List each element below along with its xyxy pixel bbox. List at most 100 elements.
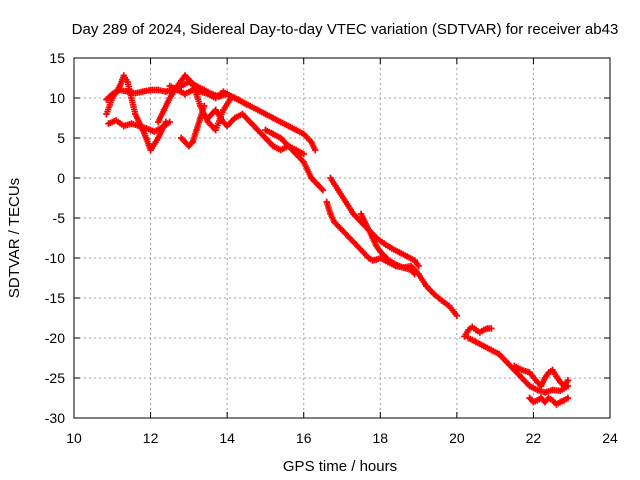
- data-point: [354, 242, 361, 250]
- data-point: [480, 342, 487, 350]
- data-points: [103, 72, 572, 408]
- data-point: [350, 210, 357, 218]
- data-point: [315, 182, 323, 190]
- data-point: [526, 369, 533, 376]
- data-point: [189, 138, 196, 146]
- data-point: [262, 134, 269, 142]
- data-point: [488, 346, 495, 354]
- data-point: [388, 245, 395, 252]
- data-point: [564, 377, 572, 384]
- data-point: [132, 110, 139, 118]
- data-point: [246, 118, 254, 126]
- data-point: [178, 134, 185, 142]
- series-track-j: [327, 174, 422, 270]
- data-point: [262, 126, 269, 134]
- series-marks: [357, 210, 461, 319]
- data-point: [342, 198, 350, 206]
- data-point: [181, 138, 189, 146]
- data-point: [438, 297, 445, 304]
- data-point: [503, 358, 510, 366]
- data-point: [243, 101, 250, 108]
- data-point: [143, 125, 150, 132]
- data-point: [357, 246, 365, 254]
- data-point: [227, 93, 235, 100]
- data-point: [537, 394, 545, 402]
- data-point: [327, 174, 334, 182]
- data-point: [361, 218, 369, 226]
- data-point: [557, 378, 564, 386]
- data-point: [212, 106, 219, 114]
- data-point: [346, 234, 353, 242]
- x-axis-label: GPS time / hours: [283, 458, 397, 475]
- data-point: [189, 86, 196, 94]
- y-tick-label: 0: [57, 170, 65, 186]
- data-point: [181, 72, 189, 79]
- data-point: [465, 334, 472, 342]
- data-point: [541, 389, 549, 396]
- data-point: [300, 158, 307, 166]
- x-tick-label: 14: [219, 430, 235, 446]
- data-point: [423, 282, 430, 290]
- series-marks: [262, 126, 327, 194]
- data-point: [392, 261, 399, 268]
- data-point: [120, 122, 127, 130]
- data-point: [564, 394, 572, 402]
- data-point: [545, 394, 552, 402]
- data-point: [553, 373, 560, 380]
- data-point: [189, 80, 196, 87]
- data-point: [537, 382, 545, 390]
- data-point: [480, 326, 487, 334]
- data-point: [331, 218, 338, 226]
- data-point: [292, 150, 300, 158]
- data-point: [361, 250, 369, 258]
- plot-frame: [73, 57, 611, 419]
- y-tick-label: 15: [49, 50, 65, 66]
- x-tick-label: 18: [372, 430, 388, 446]
- data-point: [549, 386, 556, 394]
- data-point: [277, 134, 284, 142]
- y-tick-label: -30: [45, 410, 65, 426]
- tick-marks: [73, 57, 611, 419]
- data-point: [308, 138, 315, 146]
- data-point: [357, 210, 365, 218]
- data-point: [220, 106, 227, 114]
- data-point: [220, 88, 227, 95]
- data-point: [319, 186, 327, 194]
- series-marks: [103, 72, 170, 154]
- data-point: [158, 124, 166, 131]
- data-point: [553, 401, 560, 408]
- data-point: [308, 174, 315, 182]
- data-point: [277, 146, 284, 154]
- data-point: [534, 386, 541, 394]
- data-point: [160, 106, 168, 114]
- data-point: [124, 78, 131, 86]
- y-tick-label: -15: [45, 290, 65, 306]
- data-point: [155, 134, 162, 142]
- data-point: [292, 126, 300, 134]
- data-point: [135, 122, 143, 130]
- grid-lines: [73, 57, 611, 419]
- data-point: [342, 230, 350, 238]
- data-point: [155, 118, 162, 126]
- data-point: [166, 82, 173, 90]
- data-point: [105, 120, 112, 127]
- data-point: [239, 110, 246, 118]
- data-point: [120, 72, 127, 79]
- data-point: [231, 114, 238, 122]
- data-point: [204, 114, 212, 122]
- data-point: [430, 290, 438, 298]
- data-point: [560, 397, 568, 404]
- data-point: [411, 257, 418, 264]
- data-point: [147, 146, 154, 154]
- data-point: [128, 120, 135, 127]
- data-point: [246, 102, 254, 110]
- data-point: [369, 234, 376, 242]
- data-point: [128, 94, 135, 102]
- data-point: [495, 350, 503, 358]
- data-point: [560, 382, 568, 390]
- y-tick-label: -20: [45, 330, 65, 346]
- data-point: [139, 88, 147, 95]
- data-point: [312, 146, 319, 154]
- data-point: [377, 248, 384, 255]
